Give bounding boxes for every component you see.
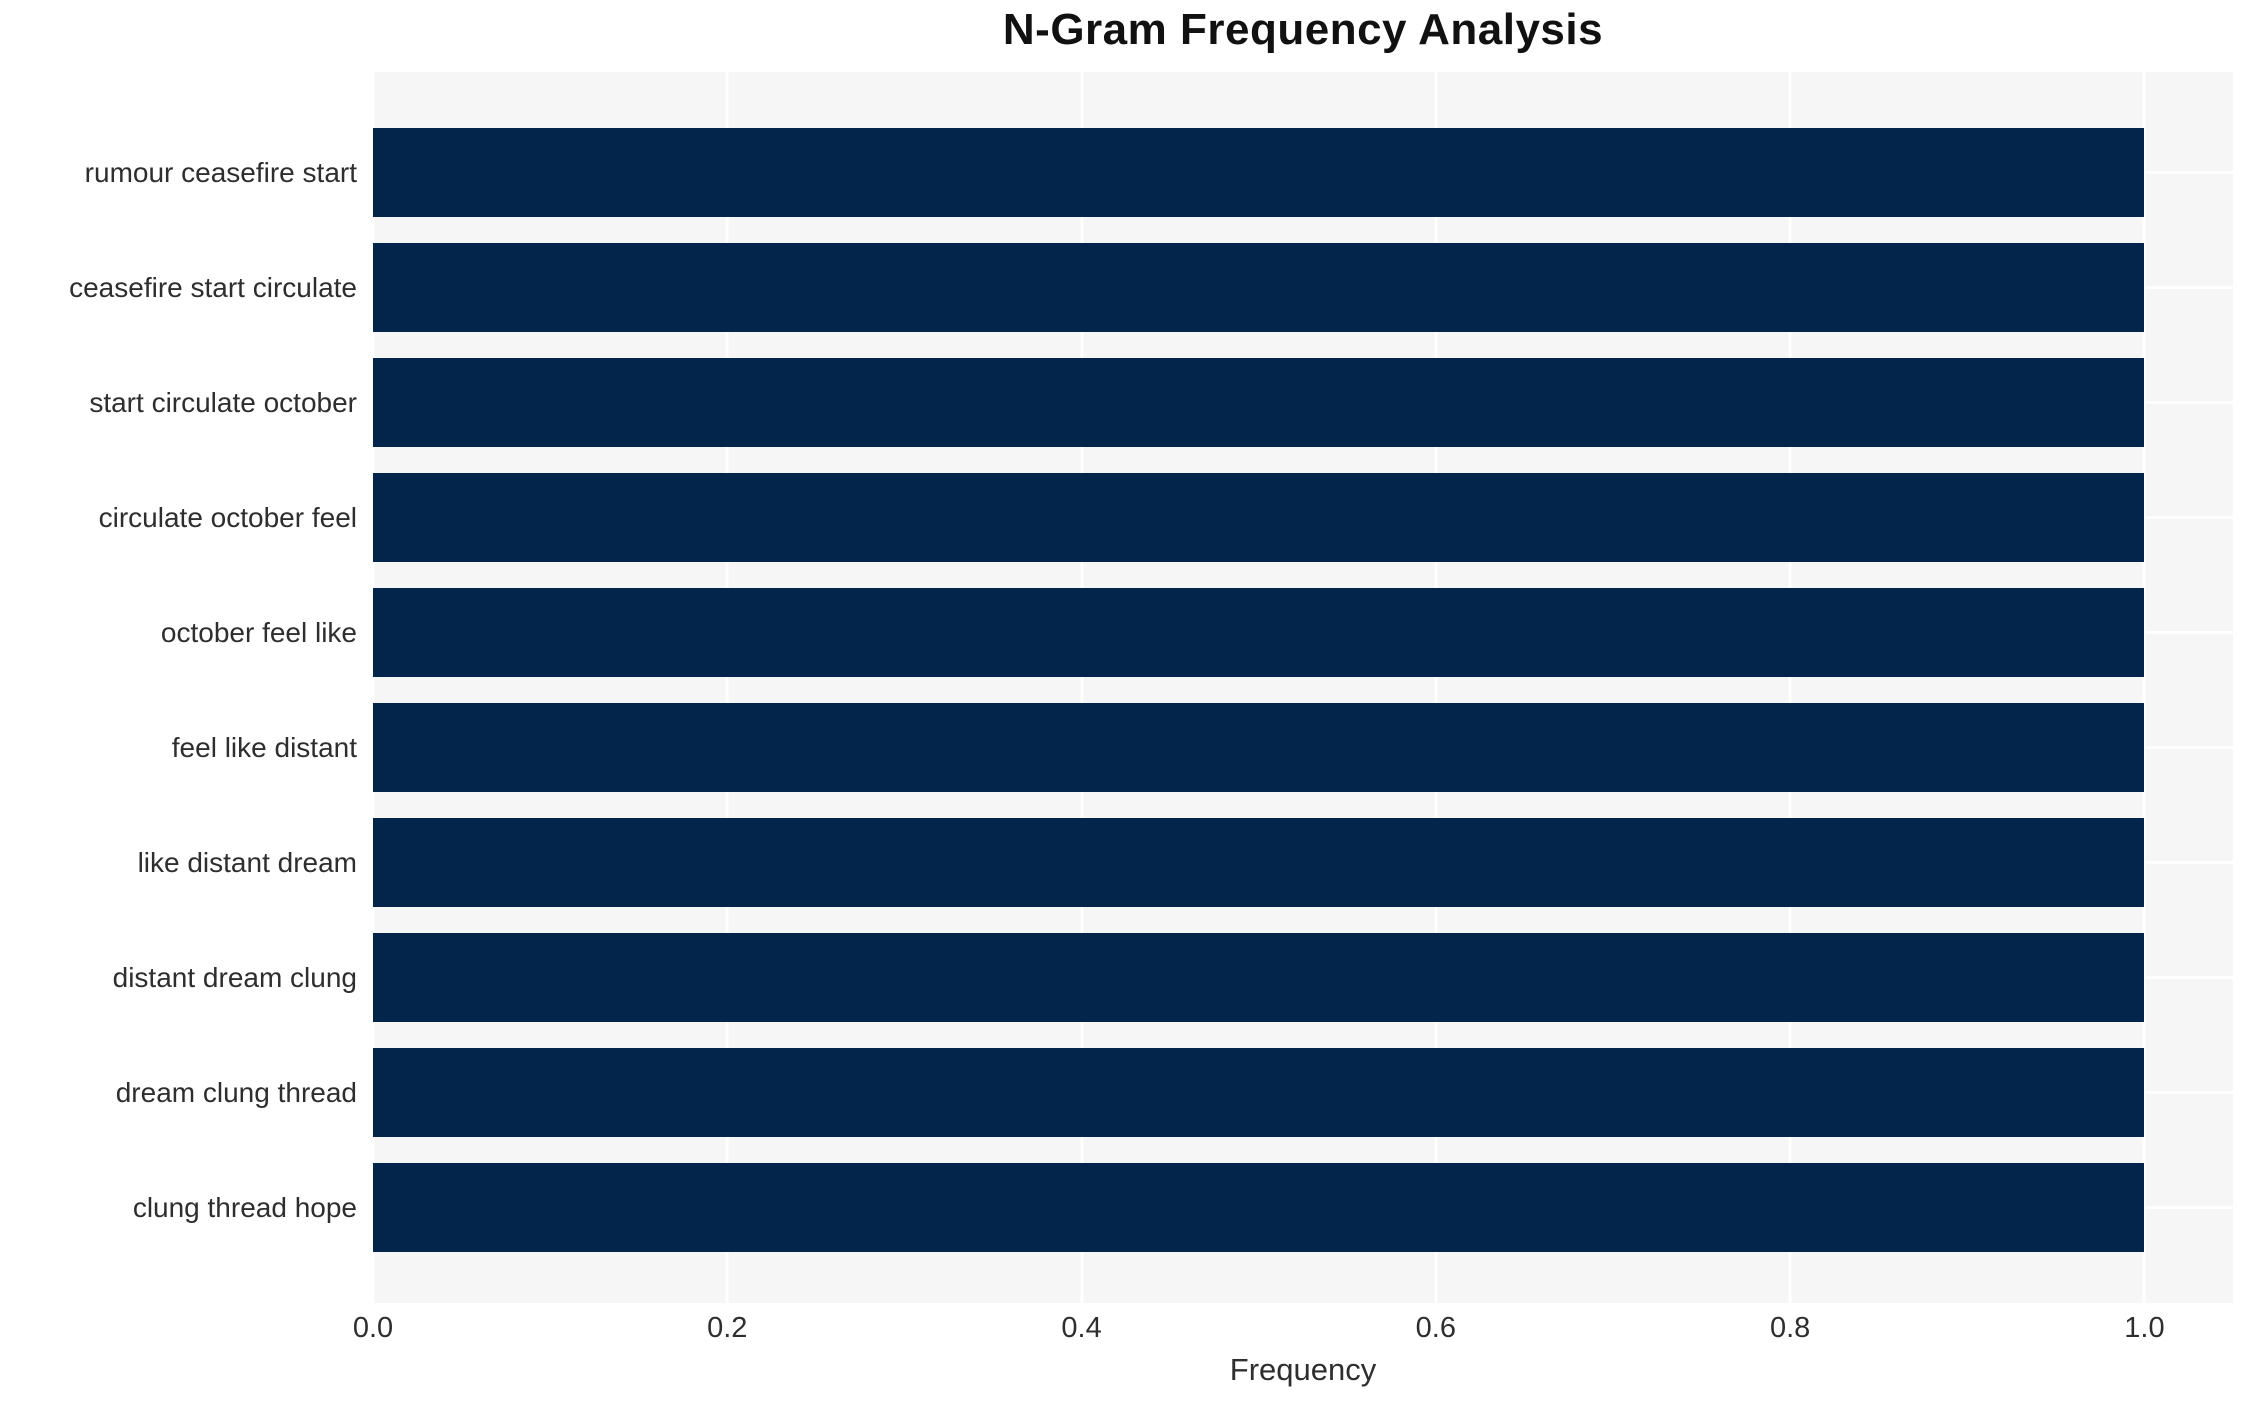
y-label-row: clung thread hope <box>0 1163 357 1252</box>
x-tick-label: 0.4 <box>1061 1312 1102 1344</box>
y-label-row: like distant dream <box>0 818 357 907</box>
x-tick-label: 1.0 <box>2124 1312 2165 1344</box>
category-label: distant dream clung <box>112 961 357 993</box>
x-tick-label: 0.8 <box>1769 1312 1811 1344</box>
vertical-gridline <box>1788 72 1792 1303</box>
y-axis-labels: rumour ceasefire start ceasefire start ci… <box>0 128 357 1252</box>
y-label-row: distant dream clung <box>0 933 357 1022</box>
bar-row <box>373 933 2233 1022</box>
category-label: like distant dream <box>137 846 357 878</box>
bar-row <box>373 818 2233 907</box>
category-label: circulate october feel <box>98 501 357 533</box>
vertical-gridline <box>373 72 375 1303</box>
y-label-row: dream clung thread <box>0 1048 357 1137</box>
bar-feel-like-distant <box>373 703 2145 792</box>
bar-row <box>373 703 2233 792</box>
category-label: clung thread hope <box>132 1191 357 1223</box>
vertical-gridline <box>2142 72 2146 1303</box>
y-label-row: feel like distant <box>0 703 357 792</box>
bar-clung-thread-hope <box>373 1163 2145 1252</box>
category-label: ceasefire start circulate <box>69 271 357 303</box>
bar-ceasefire-start-circulate <box>373 243 2145 332</box>
bar-row <box>373 128 2233 217</box>
vertical-gridline <box>1080 72 1084 1303</box>
y-label-row: rumour ceasefire start <box>0 128 357 217</box>
bar-row <box>373 243 2233 332</box>
bar-like-distant-dream <box>373 818 2145 907</box>
y-label-row: october feel like <box>0 588 357 677</box>
x-tick-label: 0.0 <box>352 1312 394 1344</box>
y-label-row: circulate october feel <box>0 473 357 562</box>
bar-row <box>373 588 2233 677</box>
y-label-row: start circulate october <box>0 358 357 447</box>
category-label: start circulate october <box>89 386 357 418</box>
bar-dream-clung-thread <box>373 1048 2145 1137</box>
category-label: dream clung thread <box>115 1076 357 1108</box>
x-axis-title: Frequency <box>1229 1352 1377 1387</box>
vertical-gridline <box>725 72 729 1303</box>
bar-row <box>373 1163 2233 1252</box>
x-tick-label: 0.2 <box>707 1312 748 1344</box>
category-label: rumour ceasefire start <box>84 156 357 188</box>
bar-distant-dream-clung <box>373 933 2145 1022</box>
category-label: october feel like <box>160 616 357 648</box>
y-label-row: ceasefire start circulate <box>0 243 357 332</box>
bar-row <box>373 473 2233 562</box>
bar-october-feel-like <box>373 588 2145 677</box>
bar-rumour-ceasefire-start <box>373 128 2145 217</box>
chart-title: N-Gram Frequency Analysis <box>1002 5 1604 54</box>
bar-row <box>373 1048 2233 1137</box>
vertical-gridline <box>1434 72 1438 1303</box>
x-tick-label: 0.6 <box>1415 1312 1457 1344</box>
category-label: feel like distant <box>171 731 357 763</box>
plot-area <box>373 72 2233 1303</box>
x-axis-ticks: 0.0 0.2 0.4 0.6 0.8 1.0 <box>353 1311 2233 1345</box>
bar-row <box>373 358 2233 447</box>
bar-start-circulate-october <box>373 358 2145 447</box>
bar-circulate-october-feel <box>373 473 2145 562</box>
